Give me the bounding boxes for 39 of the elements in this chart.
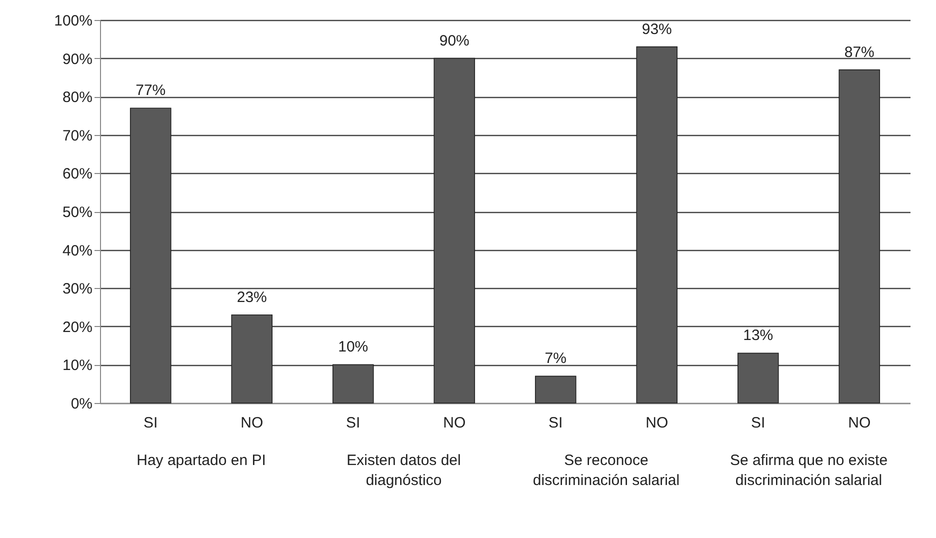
- x-tick-label: NO: [646, 414, 668, 432]
- data-label: 93%: [642, 20, 672, 38]
- x-tick-label: SI: [751, 414, 766, 432]
- bar: [838, 69, 880, 404]
- y-tick-label: 80%: [62, 89, 92, 106]
- text: Hay apartado en PI: [136, 452, 266, 469]
- y-tick-label: 50%: [62, 204, 92, 221]
- bar: [332, 364, 374, 404]
- bar: [534, 376, 576, 404]
- x-tick-label: NO: [848, 414, 871, 432]
- text: Se afirma que no existe discriminación salarial: [730, 452, 888, 489]
- data-label: 90%: [439, 32, 470, 50]
- x-tick-label: SI: [548, 414, 563, 432]
- data-label: 13%: [743, 327, 774, 344]
- y-tick-label: 100%: [54, 12, 92, 30]
- data-label: 23%: [236, 288, 267, 306]
- x-tick-label: SI: [144, 414, 158, 432]
- data-label: 10%: [338, 338, 368, 356]
- bar: [636, 46, 678, 404]
- y-tick-label: 0%: [70, 396, 92, 412]
- bar: [737, 352, 779, 404]
- x-tick-label: NO: [443, 414, 466, 432]
- y-tick-label: 20%: [62, 318, 92, 336]
- data-label: 77%: [136, 82, 166, 100]
- text: Existen datos del diagnóstico: [346, 452, 461, 489]
- bar: [231, 314, 273, 404]
- y-tick-label: 40%: [62, 242, 92, 260]
- y-tick-label: 70%: [62, 127, 92, 144]
- y-tick-label: 90%: [62, 50, 92, 68]
- bar: [434, 58, 476, 404]
- y-tick-label: 30%: [62, 280, 92, 298]
- data-label: 7%: [544, 350, 566, 368]
- x-tick-label: SI: [346, 414, 360, 432]
- x-tick-label: NO: [240, 414, 264, 432]
- text: Se reconoce discriminación salarial: [532, 452, 680, 489]
- data-label: 87%: [844, 44, 874, 61]
- y-tick-label: 60%: [62, 166, 92, 183]
- bar: [130, 108, 172, 404]
- y-tick-label: 10%: [62, 357, 92, 374]
